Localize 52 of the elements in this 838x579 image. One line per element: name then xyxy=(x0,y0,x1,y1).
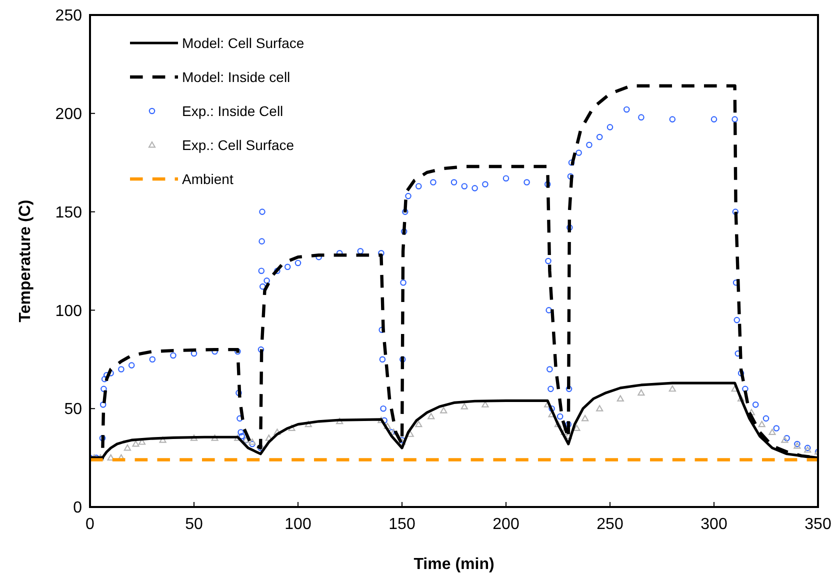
point xyxy=(554,420,562,428)
x-tick-label: 300 xyxy=(700,516,728,533)
x-tick-label: 350 xyxy=(804,516,832,533)
point xyxy=(758,420,766,428)
point xyxy=(124,444,131,451)
x-axis-title: Time (min) xyxy=(414,556,494,573)
legend-label: Exp.: Inside Cell xyxy=(182,102,284,119)
legend-label: Ambient xyxy=(182,170,234,187)
point xyxy=(573,424,580,432)
y-tick-label: 100 xyxy=(55,302,82,320)
point xyxy=(596,405,604,412)
point xyxy=(211,434,218,441)
point xyxy=(384,422,391,430)
point xyxy=(304,420,312,428)
point xyxy=(428,412,435,420)
y-tick-label: 0 xyxy=(73,500,82,517)
y-axis-title: Temperature (C) xyxy=(17,200,34,322)
point xyxy=(460,403,468,410)
legend-label: Exp.: Cell Surface xyxy=(182,136,294,153)
point xyxy=(440,407,448,414)
y-tick-label: 250 xyxy=(55,8,82,25)
point xyxy=(132,440,140,447)
point xyxy=(668,385,676,392)
point xyxy=(274,428,281,435)
point xyxy=(288,424,296,432)
point xyxy=(768,428,776,435)
x-tick-label: 50 xyxy=(185,516,203,533)
point xyxy=(336,418,344,424)
x-tick-label: 200 xyxy=(492,516,520,533)
point xyxy=(265,434,272,441)
legend-label: Model: Cell Surface xyxy=(182,34,304,51)
legend-label: Model: Inside cell xyxy=(182,68,290,85)
y-tick-label: 150 xyxy=(55,204,82,222)
x-tick-label: 0 xyxy=(86,516,95,533)
point xyxy=(378,416,385,424)
x-tick-label: 150 xyxy=(388,516,416,533)
point xyxy=(616,395,624,402)
point xyxy=(415,420,422,428)
y-tick-label: 200 xyxy=(55,106,82,123)
point xyxy=(159,436,166,443)
point xyxy=(581,414,589,422)
point xyxy=(406,430,414,437)
point xyxy=(190,434,198,441)
point xyxy=(107,454,114,461)
point xyxy=(638,389,645,396)
point xyxy=(737,395,745,402)
x-tick-label: 250 xyxy=(596,516,624,533)
y-tick-label: 50 xyxy=(64,401,82,418)
point xyxy=(248,438,256,445)
point xyxy=(482,401,489,408)
x-tick-label: 100 xyxy=(284,516,312,533)
point xyxy=(781,436,788,443)
